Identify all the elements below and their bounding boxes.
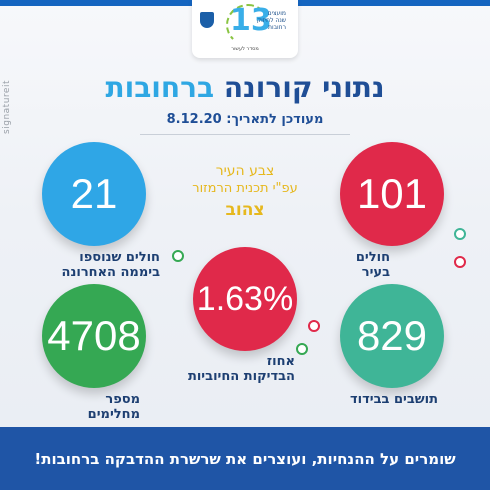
decor-dot: [454, 228, 466, 240]
positive-rate-value: 1.63%: [196, 279, 294, 318]
recovered-value: 4708: [47, 312, 141, 359]
decor-dot: [454, 256, 466, 268]
title-light: ברחובות: [105, 71, 215, 104]
isolation-label: תושבים בבידוד: [350, 392, 438, 407]
crest-icon: [200, 12, 214, 28]
city-color-info: צבע העיר עפ"י תכנית הרמזור צהוב: [165, 162, 325, 222]
positive-rate-label: אחוז הבדיקות החיוביות: [187, 354, 295, 384]
positive-rate-circle: 1.63%: [193, 247, 297, 351]
recovered-circle: 4708: [42, 284, 146, 388]
patients-circle: 101: [340, 142, 444, 246]
new-patients-value: 21: [70, 170, 118, 217]
logo-number: 13: [230, 3, 272, 38]
city-color-line2: עפ"י תכנית הרמזור: [192, 181, 298, 196]
footer-text: שומרים על ההנחיות, ועוצרים את שרשרת ההדב…: [34, 449, 456, 468]
decor-dot: [308, 320, 320, 332]
footer-banner: שומרים על ההנחיות, ועוצרים את שרשרת ההדב…: [0, 427, 490, 490]
patients-value: 101: [356, 170, 428, 217]
divider: [140, 134, 350, 135]
new-patients-circle: 21: [42, 142, 146, 246]
title-dark: נתוני קורונה: [223, 71, 385, 104]
new-patients-label: חולים שנוספו ביממה האחרונה: [61, 250, 160, 280]
isolation-value: 829: [356, 312, 428, 359]
city-color-value: צהוב: [225, 200, 265, 220]
updated-date: מעודכן לתאריך: 8.12.20: [166, 112, 324, 127]
recovered-label: מספר מחלימים: [87, 392, 140, 422]
patients-label: חולים בעיר: [355, 250, 390, 280]
municipality-logo: 13 מועצים שנה לחיזוק רחובות מסדר לעשור: [192, 0, 298, 58]
page-title: נתוני קורונה ברחובות: [0, 70, 490, 106]
logo-subtitle: מסדר לעשור: [231, 46, 259, 52]
logo-text: מועצים שנה לחיזוק רחובות: [256, 10, 286, 31]
isolation-circle: 829: [340, 284, 444, 388]
city-color-line1: צבע העיר: [215, 163, 275, 179]
decor-dot: [296, 343, 308, 355]
decor-dot: [172, 250, 184, 262]
logo-ring: [226, 4, 270, 46]
